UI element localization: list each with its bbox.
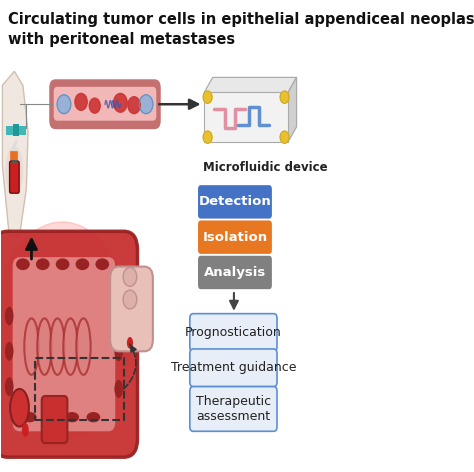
FancyBboxPatch shape — [13, 257, 115, 431]
Ellipse shape — [63, 318, 78, 375]
Circle shape — [57, 95, 71, 114]
Circle shape — [128, 97, 140, 114]
Ellipse shape — [114, 343, 123, 361]
Ellipse shape — [127, 337, 133, 349]
Bar — [204, 93, 288, 142]
FancyBboxPatch shape — [9, 161, 19, 193]
Bar — [6, 126, 26, 135]
Ellipse shape — [5, 342, 14, 361]
FancyBboxPatch shape — [198, 185, 272, 219]
Ellipse shape — [114, 307, 123, 324]
Ellipse shape — [24, 318, 39, 375]
FancyBboxPatch shape — [49, 79, 161, 129]
Ellipse shape — [37, 318, 52, 375]
Ellipse shape — [65, 412, 79, 422]
Circle shape — [139, 95, 153, 114]
Ellipse shape — [36, 258, 50, 270]
Circle shape — [203, 131, 212, 143]
Ellipse shape — [123, 290, 137, 309]
Ellipse shape — [5, 377, 14, 396]
Ellipse shape — [75, 258, 89, 270]
Bar — [12, 160, 17, 164]
Text: Circulating tumor cells in epithelial appendiceal neoplasms
with peritoneal meta: Circulating tumor cells in epithelial ap… — [8, 12, 474, 47]
Text: Treatment guidance: Treatment guidance — [171, 361, 296, 374]
Circle shape — [75, 93, 87, 110]
FancyBboxPatch shape — [190, 349, 277, 387]
FancyBboxPatch shape — [190, 387, 277, 431]
Text: Prognostication: Prognostication — [185, 326, 282, 339]
Ellipse shape — [56, 258, 69, 270]
Bar — [13, 125, 19, 136]
Ellipse shape — [44, 412, 58, 422]
Ellipse shape — [0, 222, 131, 438]
FancyBboxPatch shape — [198, 256, 272, 289]
Circle shape — [203, 91, 212, 103]
FancyBboxPatch shape — [42, 396, 67, 443]
Circle shape — [280, 131, 289, 143]
Ellipse shape — [23, 412, 36, 422]
Text: Isolation: Isolation — [202, 231, 267, 244]
Polygon shape — [2, 71, 28, 236]
Bar — [35, 358, 124, 420]
Text: Detection: Detection — [199, 195, 271, 208]
Ellipse shape — [87, 412, 100, 422]
FancyBboxPatch shape — [110, 267, 153, 351]
Ellipse shape — [5, 307, 14, 325]
Ellipse shape — [114, 380, 123, 398]
Text: Microfluidic device: Microfluidic device — [203, 160, 328, 174]
Text: Therapeutic
assessment: Therapeutic assessment — [196, 395, 271, 423]
FancyBboxPatch shape — [190, 314, 277, 351]
Ellipse shape — [16, 258, 30, 270]
FancyBboxPatch shape — [0, 231, 137, 457]
Text: Analysis: Analysis — [204, 266, 266, 279]
Ellipse shape — [22, 423, 29, 437]
Circle shape — [280, 91, 289, 103]
Ellipse shape — [6, 147, 23, 194]
Ellipse shape — [76, 318, 91, 375]
Circle shape — [89, 98, 100, 113]
FancyBboxPatch shape — [198, 220, 272, 254]
Circle shape — [114, 93, 127, 112]
FancyBboxPatch shape — [54, 87, 156, 121]
Polygon shape — [288, 77, 297, 142]
Ellipse shape — [95, 258, 109, 270]
Polygon shape — [204, 77, 297, 93]
Ellipse shape — [50, 318, 64, 375]
Ellipse shape — [10, 389, 29, 427]
Bar — [10, 152, 17, 160]
Ellipse shape — [123, 268, 137, 287]
